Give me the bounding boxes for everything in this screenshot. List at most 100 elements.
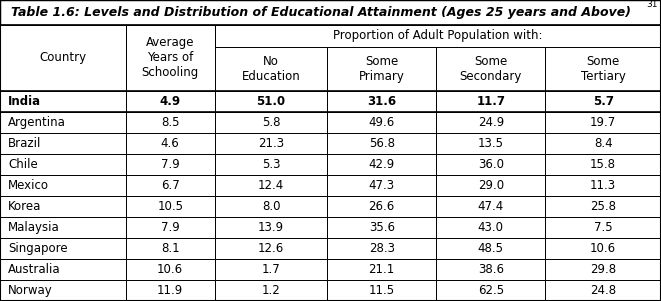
- Text: 47.3: 47.3: [369, 179, 395, 192]
- Bar: [545, 259, 661, 280]
- Bar: [0, 259, 126, 280]
- Text: 5.8: 5.8: [262, 116, 280, 129]
- Bar: [126, 25, 215, 91]
- Text: Some
Secondary: Some Secondary: [459, 55, 522, 83]
- Bar: [215, 133, 327, 154]
- Text: 6.7: 6.7: [161, 179, 180, 192]
- Text: Mexico: Mexico: [8, 179, 49, 192]
- Text: 10.6: 10.6: [157, 263, 183, 276]
- Bar: [126, 175, 215, 196]
- Text: Brazil: Brazil: [8, 137, 41, 150]
- Bar: [327, 217, 436, 238]
- Text: Korea: Korea: [8, 200, 41, 213]
- Bar: [0, 238, 126, 259]
- Text: 11.5: 11.5: [369, 284, 395, 297]
- Text: 15.8: 15.8: [590, 158, 616, 171]
- Bar: [436, 175, 545, 196]
- Text: 8.4: 8.4: [594, 137, 613, 150]
- Bar: [126, 280, 215, 301]
- Text: 7.9: 7.9: [161, 221, 180, 234]
- Bar: [545, 196, 661, 217]
- Text: Australia: Australia: [8, 263, 61, 276]
- Bar: [545, 175, 661, 196]
- Bar: [436, 196, 545, 217]
- Bar: [545, 47, 661, 91]
- Text: 31.6: 31.6: [367, 95, 397, 108]
- Bar: [215, 47, 327, 91]
- Text: 42.9: 42.9: [369, 158, 395, 171]
- Bar: [436, 238, 545, 259]
- Bar: [126, 217, 215, 238]
- Text: India: India: [8, 95, 41, 108]
- Text: 36.0: 36.0: [478, 158, 504, 171]
- Bar: [215, 175, 327, 196]
- Bar: [436, 217, 545, 238]
- Text: 13.5: 13.5: [478, 137, 504, 150]
- Text: 29.0: 29.0: [478, 179, 504, 192]
- Text: 56.8: 56.8: [369, 137, 395, 150]
- Bar: [327, 175, 436, 196]
- Bar: [215, 91, 327, 112]
- Text: Argentina: Argentina: [8, 116, 66, 129]
- Bar: [327, 133, 436, 154]
- Bar: [126, 196, 215, 217]
- Bar: [436, 154, 545, 175]
- Text: 11.7: 11.7: [477, 95, 505, 108]
- Bar: [545, 112, 661, 133]
- Bar: [215, 196, 327, 217]
- Bar: [0, 0, 661, 25]
- Text: 7.9: 7.9: [161, 158, 180, 171]
- Bar: [126, 91, 215, 112]
- Bar: [126, 112, 215, 133]
- Text: 8.1: 8.1: [161, 242, 180, 255]
- Text: 4.6: 4.6: [161, 137, 180, 150]
- Bar: [545, 154, 661, 175]
- Bar: [327, 112, 436, 133]
- Bar: [126, 259, 215, 280]
- Bar: [215, 259, 327, 280]
- Text: 12.6: 12.6: [258, 242, 284, 255]
- Bar: [436, 91, 545, 112]
- Text: 24.9: 24.9: [478, 116, 504, 129]
- Bar: [327, 196, 436, 217]
- Bar: [436, 133, 545, 154]
- Bar: [126, 133, 215, 154]
- Bar: [0, 133, 126, 154]
- Text: 5.3: 5.3: [262, 158, 280, 171]
- Text: Country: Country: [39, 51, 87, 64]
- Text: 5.7: 5.7: [593, 95, 613, 108]
- Bar: [327, 47, 436, 91]
- Text: Some
Primary: Some Primary: [359, 55, 405, 83]
- Bar: [0, 91, 126, 112]
- Bar: [0, 280, 126, 301]
- Text: 47.4: 47.4: [478, 200, 504, 213]
- Bar: [0, 196, 126, 217]
- Bar: [215, 25, 661, 47]
- Bar: [327, 238, 436, 259]
- Text: 8.0: 8.0: [262, 200, 280, 213]
- Text: 11.3: 11.3: [590, 179, 616, 192]
- Bar: [436, 112, 545, 133]
- Bar: [436, 47, 545, 91]
- Text: 10.5: 10.5: [157, 200, 183, 213]
- Text: Malaysia: Malaysia: [8, 221, 59, 234]
- Text: 8.5: 8.5: [161, 116, 179, 129]
- Text: 29.8: 29.8: [590, 263, 616, 276]
- Bar: [0, 25, 126, 91]
- Bar: [126, 238, 215, 259]
- Text: Chile: Chile: [8, 158, 38, 171]
- Text: 62.5: 62.5: [478, 284, 504, 297]
- Text: 31: 31: [646, 0, 658, 9]
- Bar: [327, 154, 436, 175]
- Bar: [545, 238, 661, 259]
- Text: 26.6: 26.6: [369, 200, 395, 213]
- Text: 13.9: 13.9: [258, 221, 284, 234]
- Text: 12.4: 12.4: [258, 179, 284, 192]
- Text: Proportion of Adult Population with:: Proportion of Adult Population with:: [333, 29, 543, 42]
- Text: Norway: Norway: [8, 284, 53, 297]
- Bar: [215, 112, 327, 133]
- Bar: [0, 175, 126, 196]
- Text: 38.6: 38.6: [478, 263, 504, 276]
- Bar: [436, 259, 545, 280]
- Text: 4.9: 4.9: [160, 95, 180, 108]
